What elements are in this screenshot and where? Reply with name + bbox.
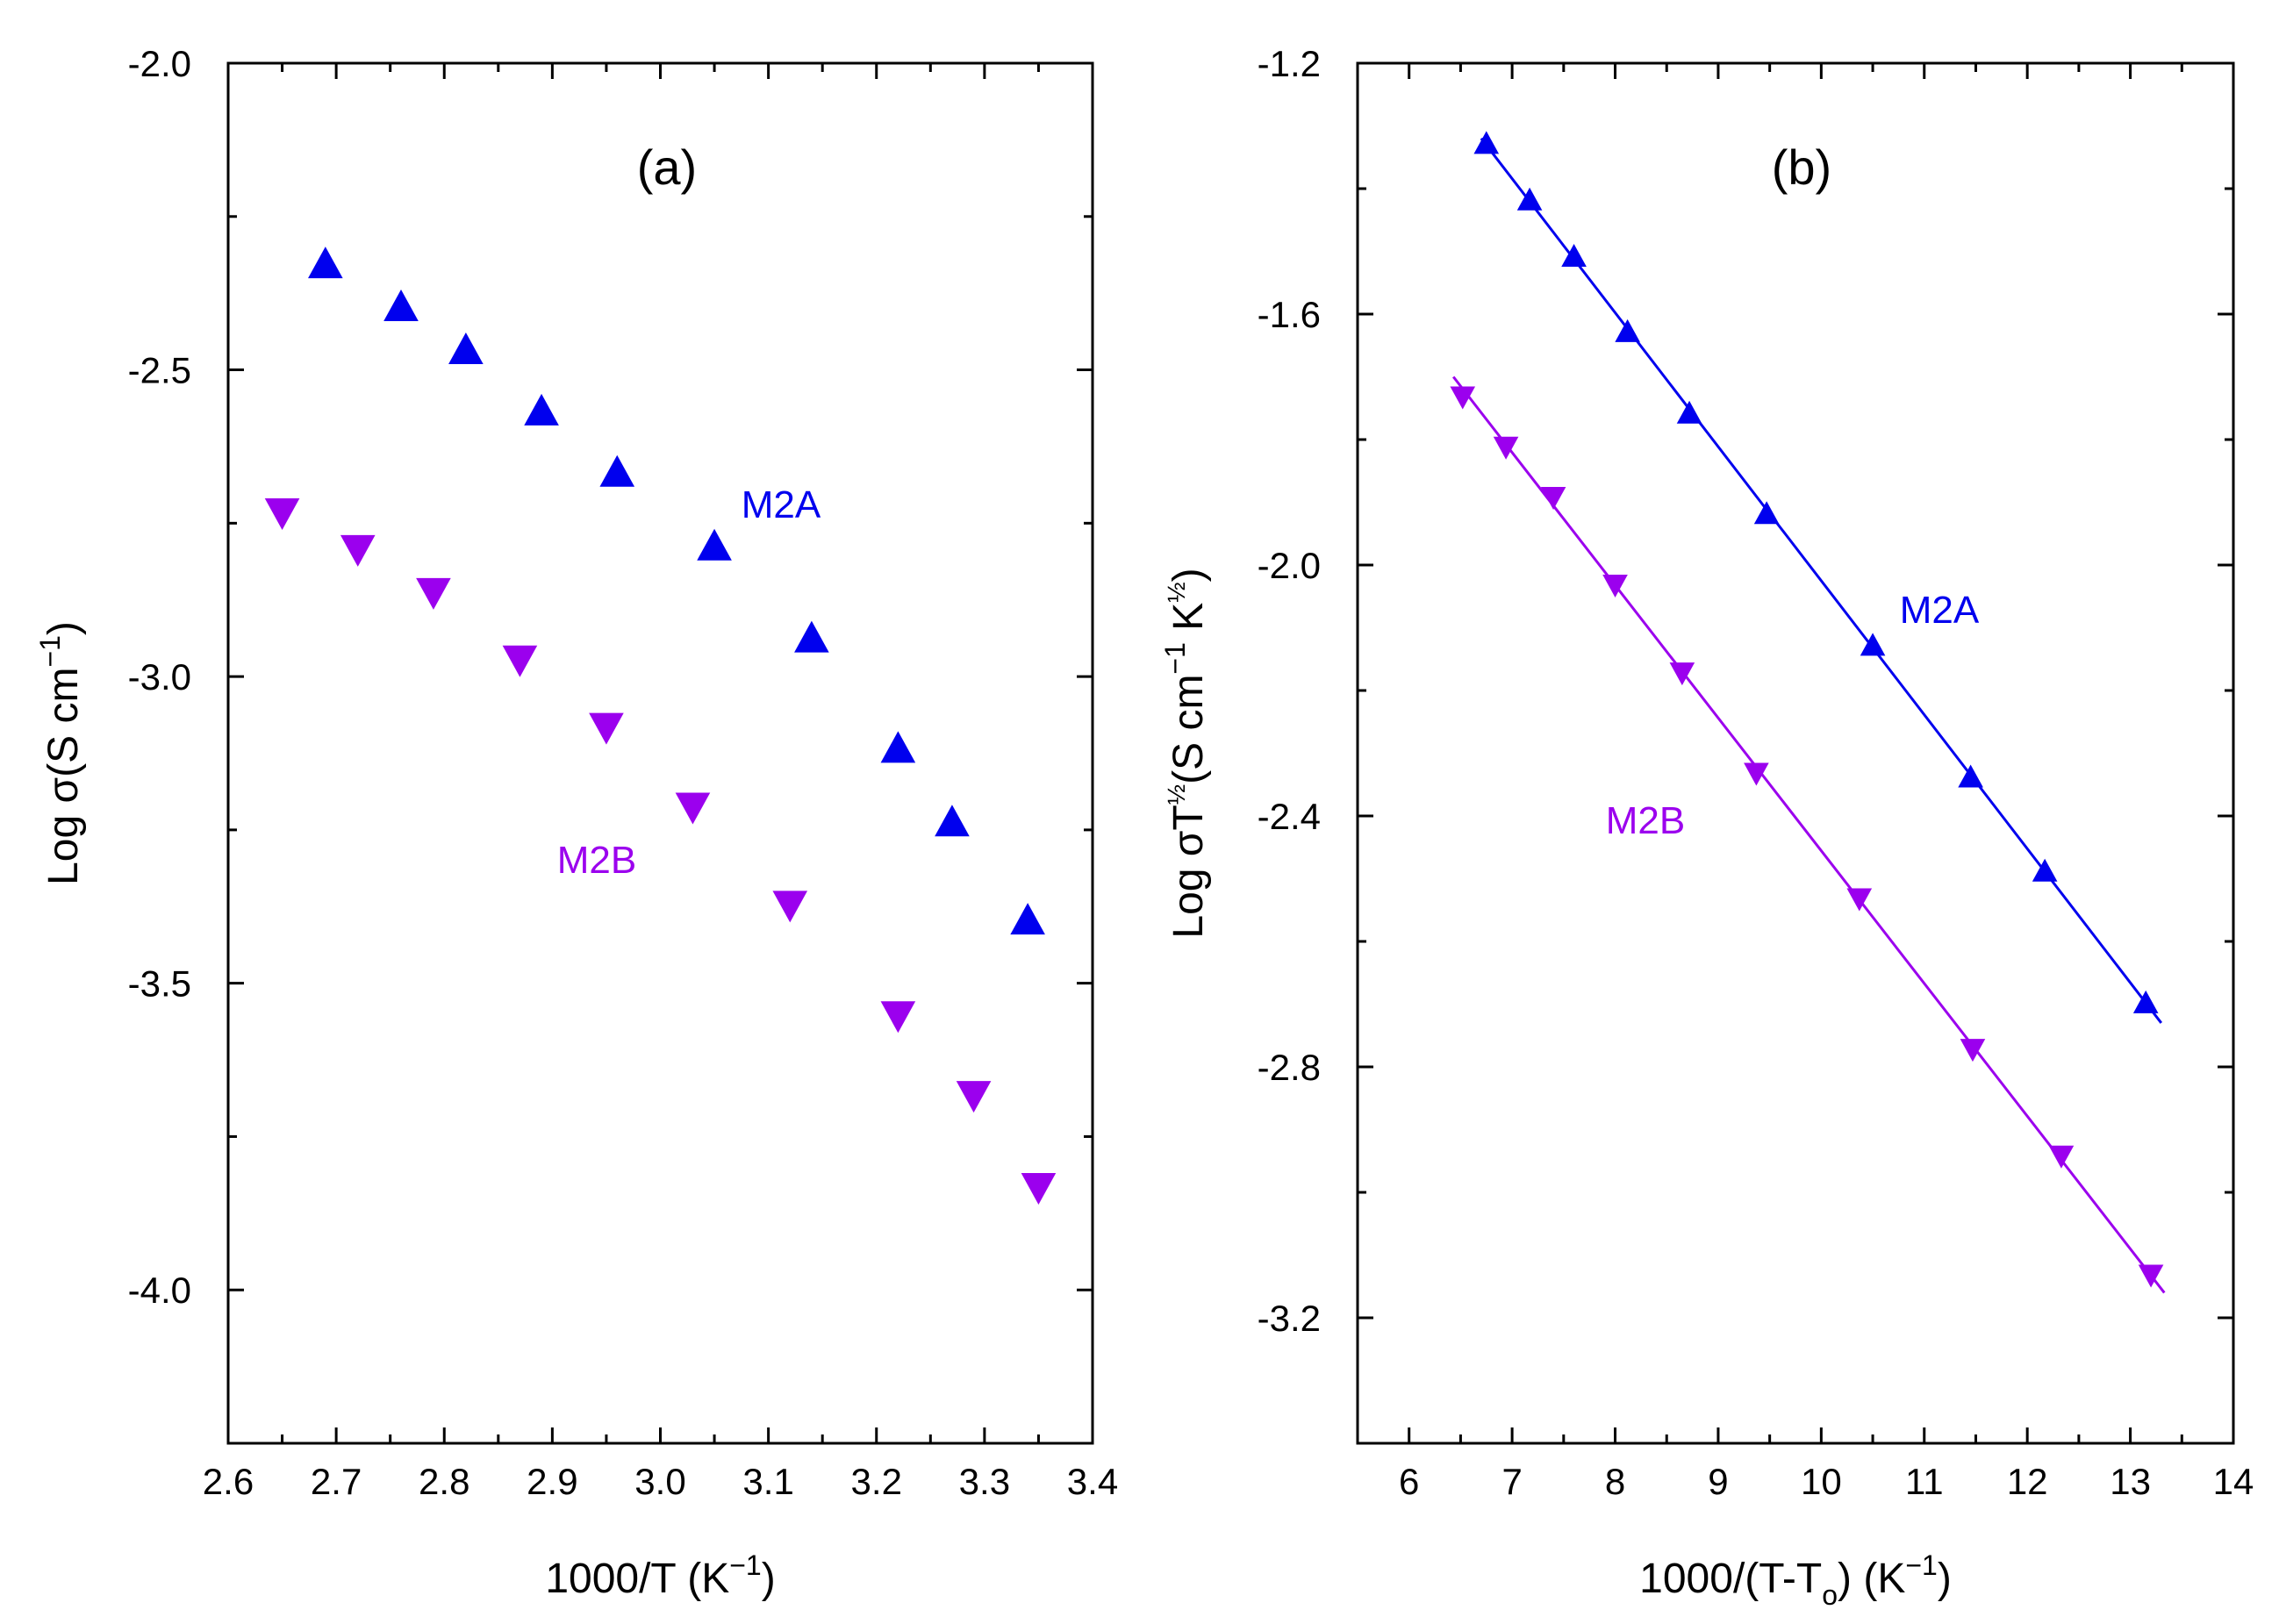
y-tick-label-a: -4.0: [128, 1270, 191, 1311]
data-point-m2a-b: [1754, 501, 1780, 524]
y-axis-label-a: Log σ(S cm−1): [34, 621, 87, 885]
x-tick-label-a: 2.8: [419, 1461, 469, 1502]
series-label-m2a-a: M2A: [742, 483, 821, 526]
data-point-m2a-a: [448, 333, 484, 364]
y-tick-label-b: -3.2: [1258, 1298, 1321, 1339]
series-label-m2b-b: M2B: [1606, 799, 1685, 842]
data-point-m2b-a: [957, 1081, 992, 1112]
x-tick-label-b: 9: [1708, 1461, 1728, 1502]
y-tick-label-b: -2.4: [1258, 796, 1321, 837]
series-m2a-a: M2A: [308, 247, 1045, 934]
data-point-m2a-b: [1473, 131, 1499, 154]
data-point-m2a-a: [308, 247, 343, 278]
x-tick-label-b: 10: [1801, 1461, 1842, 1502]
data-point-m2a-a: [794, 621, 829, 653]
x-tick-label-b: 7: [1501, 1461, 1522, 1502]
panel-title-b: (b): [1772, 140, 1831, 195]
data-point-m2b-b: [1541, 487, 1566, 510]
series-label-m2b-a: M2B: [557, 839, 636, 882]
data-point-m2a-b: [1615, 319, 1640, 342]
data-point-m2b-a: [881, 1001, 916, 1033]
x-tick-label-a: 3.4: [1067, 1461, 1118, 1502]
x-tick-label-a: 3.2: [851, 1461, 902, 1502]
x-tick-label-b: 6: [1399, 1461, 1419, 1502]
data-point-m2a-a: [697, 529, 732, 561]
x-axis-label-a: 1000/T (K−1): [545, 1549, 775, 1602]
data-point-m2a-a: [935, 805, 970, 836]
x-tick-label-a: 3.0: [634, 1461, 685, 1502]
y-tick-label-b: -1.2: [1258, 43, 1321, 84]
series-m2b-a: M2B: [265, 498, 1056, 1205]
data-point-m2a-a: [383, 290, 419, 321]
data-point-m2b-a: [416, 578, 451, 610]
y-tick-label-a: -3.0: [128, 656, 191, 698]
series-label-m2a-b: M2A: [1900, 589, 1980, 632]
data-point-m2b-a: [340, 535, 376, 567]
data-point-m2b-b: [1846, 889, 1872, 912]
x-axis-label-b: 1000/(T-To) (K−1): [1639, 1549, 1952, 1611]
data-point-m2b-a: [676, 793, 711, 825]
data-point-m2b-b: [1602, 575, 1628, 597]
data-point-m2b-a: [503, 646, 538, 677]
x-tick-label-b: 14: [2213, 1461, 2254, 1502]
data-point-m2b-b: [1744, 763, 1769, 786]
panel-title-a: (a): [637, 140, 697, 195]
plot-frame-b: [1358, 63, 2233, 1443]
y-tick-label-a: -2.0: [128, 43, 191, 84]
data-point-m2b-a: [589, 713, 624, 745]
y-tick-label-b: -2.0: [1258, 545, 1321, 586]
data-point-m2b-b: [2049, 1146, 2075, 1169]
data-point-m2b-a: [265, 498, 300, 530]
y-tick-label-a: -2.5: [128, 350, 191, 391]
x-tick-label-b: 8: [1605, 1461, 1625, 1502]
panel-a-plot: 2.6 2.7 2.8 2.9 3.0 3.1 3.2 3.3 3.4 -2.0 -2.5 -3.0 -…: [34, 43, 1118, 1602]
series-m2a-b: M2A: [1473, 131, 2161, 1023]
x-tick-label-a: 3.1: [742, 1461, 793, 1502]
y-tick-label-b: -1.6: [1258, 294, 1321, 335]
x-tick-label-a: 2.9: [527, 1461, 577, 1502]
data-point-m2a-b: [2133, 991, 2159, 1013]
data-point-m2a-b: [1677, 401, 1702, 424]
y-tick-label-b: -2.8: [1258, 1047, 1321, 1088]
figure-canvas: 2.6 2.7 2.8 2.9 3.0 3.1 3.2 3.3 3.4 -2.0 -2.5 -3.0 -…: [0, 0, 2279, 1624]
y-tick-label-a: -3.5: [128, 963, 191, 1005]
series-m2b-b: M2B: [1450, 377, 2164, 1293]
data-point-m2b-b: [2139, 1265, 2164, 1288]
x-tick-label-a: 2.7: [311, 1461, 362, 1502]
data-point-m2a-a: [881, 731, 916, 762]
data-point-m2b-b: [1450, 387, 1475, 410]
data-point-m2b-a: [772, 891, 807, 922]
data-point-m2a-a: [524, 394, 559, 426]
x-tick-label-b: 11: [1905, 1461, 1944, 1502]
data-point-m2a-a: [599, 455, 634, 487]
data-point-m2a-b: [1958, 765, 1983, 788]
panel-b-plot: 6 7 8 9 10 11 12 13 14 -1.2 -1.6 -2.0 -2.4 -2.8 -3.2 (b…: [1159, 43, 2254, 1611]
y-axis-label-b: Log σT½(S cm−1 K½): [1159, 568, 1212, 938]
x-tick-label-a: 3.3: [959, 1461, 1010, 1502]
data-point-m2a-a: [1010, 903, 1045, 934]
data-point-m2b-a: [1021, 1173, 1057, 1205]
x-tick-label-a: 2.6: [203, 1461, 254, 1502]
fit-line-m2a-b: [1481, 139, 2161, 1023]
x-tick-label-b: 12: [2007, 1461, 2048, 1502]
plot-frame-a: [228, 63, 1093, 1443]
x-tick-label-b: 13: [2110, 1461, 2151, 1502]
